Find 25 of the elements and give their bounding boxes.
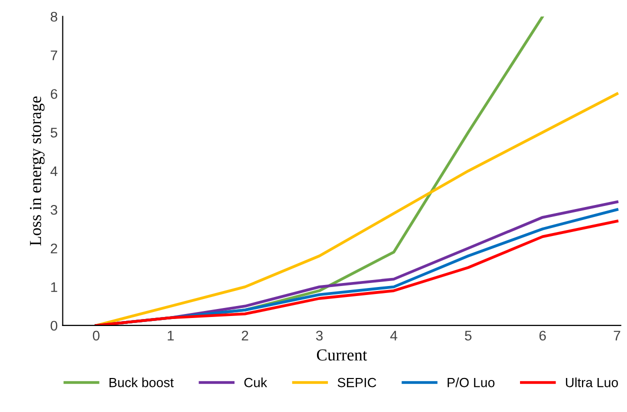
x-tick-label: 1 <box>168 330 174 340</box>
y-axis-title: Loss in energy storage <box>30 96 45 246</box>
y-tick-label: 6 <box>50 89 58 99</box>
legend-label: Cuk <box>244 378 268 388</box>
y-tick-label: 2 <box>50 244 58 254</box>
y-tick-label: 0 <box>50 320 58 331</box>
legend-label: P/O Luo <box>448 378 494 388</box>
x-axis-title: Current <box>316 349 368 361</box>
x-tick-label: 4 <box>390 330 398 340</box>
y-tick-label: 8 <box>50 12 58 22</box>
x-tick-label: 0 <box>92 330 100 341</box>
y-tick-label: 7 <box>50 50 58 60</box>
y-tick-label: 1 <box>51 282 58 292</box>
x-tick-label: 3 <box>316 330 323 341</box>
legend-label: Buck boost <box>110 378 174 388</box>
x-tick-label: 7 <box>614 330 620 340</box>
y-tick-label: 3 <box>50 204 58 215</box>
x-tick-label: 5 <box>464 330 472 341</box>
legend-label: SEPIC <box>338 378 376 388</box>
line-series <box>94 92 618 326</box>
x-tick-label: 6 <box>539 330 546 341</box>
y-tick-label: 5 <box>50 128 58 138</box>
x-tick-label: 2 <box>242 330 248 340</box>
legend-label: Ultra Luo <box>566 378 618 388</box>
y-tick-label: 4 <box>50 166 58 176</box>
